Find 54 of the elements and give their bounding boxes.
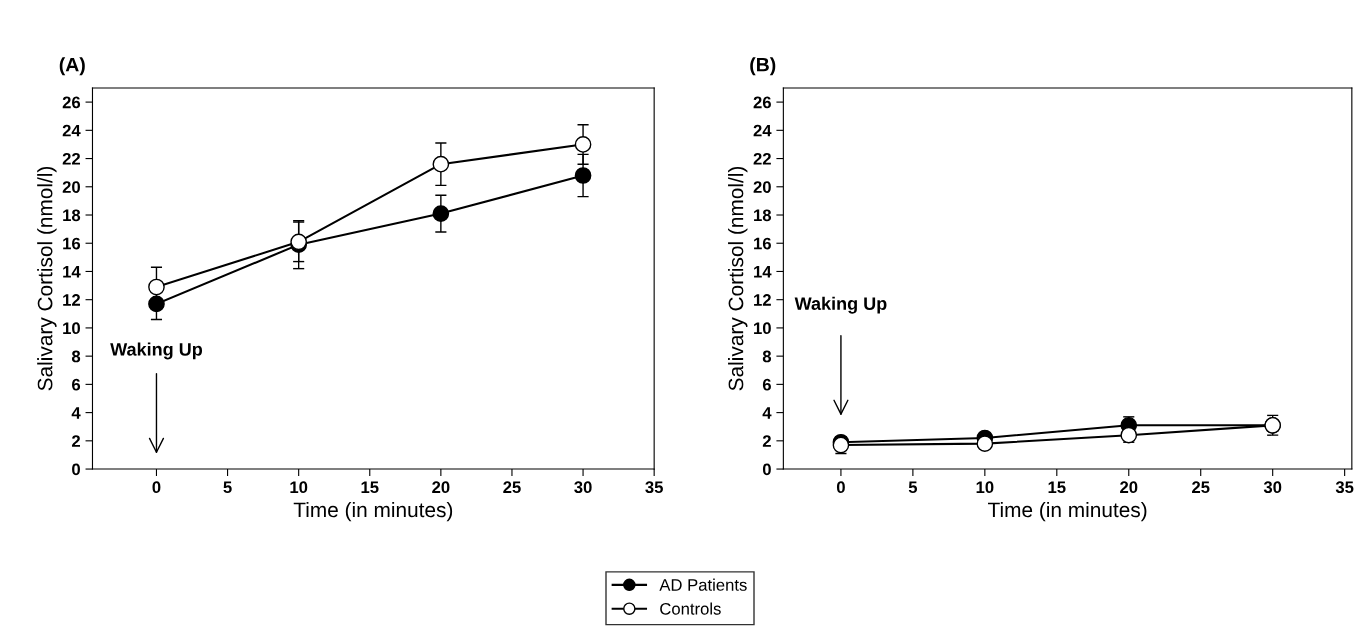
y-tick-label: 12 bbox=[754, 294, 771, 306]
y-tick-label: 10 bbox=[754, 322, 771, 335]
x-tick-label: 30 bbox=[574, 481, 592, 494]
y-tick-label: 16 bbox=[63, 237, 81, 250]
y-tick-label: 6 bbox=[72, 378, 81, 391]
annotation: Waking Up bbox=[110, 342, 203, 360]
y-tick-label: 4 bbox=[762, 407, 772, 419]
x-tick-label: 25 bbox=[1192, 481, 1210, 494]
y-tick-label: 14 bbox=[754, 266, 772, 278]
y-tick-label: 20 bbox=[753, 181, 771, 193]
y-tick-label: 20 bbox=[62, 181, 80, 193]
x-tick-label: 35 bbox=[645, 481, 663, 494]
x-tick-label: 15 bbox=[361, 481, 379, 494]
y-tick-label: 8 bbox=[71, 350, 81, 363]
x-tick-label: 5 bbox=[908, 481, 918, 494]
y-tick-label: 22 bbox=[62, 152, 81, 165]
y-axis-title: Salivary Cortisol (nmol/l) bbox=[37, 166, 57, 391]
chart-title: (B) bbox=[750, 57, 776, 76]
x-axis-title: Time (in minutes) bbox=[988, 501, 1147, 522]
y-tick-label: 26 bbox=[753, 96, 771, 109]
y-tick-label: 12 bbox=[63, 294, 81, 306]
y-tick-label: 14 bbox=[63, 266, 81, 278]
y-tick-label: 8 bbox=[762, 350, 772, 363]
x-tick-label: 10 bbox=[290, 481, 308, 494]
legend-label: AD Patients bbox=[659, 578, 747, 591]
y-tick-label: 16 bbox=[754, 237, 771, 250]
x-tick-label: 25 bbox=[503, 481, 521, 494]
y-tick-label: 24 bbox=[753, 124, 772, 137]
y-tick-label: 0 bbox=[762, 463, 771, 476]
y-tick-label: 4 bbox=[71, 407, 81, 419]
y-tick-label: 0 bbox=[72, 463, 80, 476]
y-tick-label: 10 bbox=[63, 322, 80, 335]
x-tick-label: 20 bbox=[432, 481, 450, 494]
x-tick-label: 10 bbox=[976, 481, 994, 494]
x-axis-title: Time (in minutes) bbox=[293, 501, 453, 522]
y-tick-label: 24 bbox=[62, 124, 81, 137]
x-tick-label: 20 bbox=[1120, 481, 1138, 494]
x-tick-label: 0 bbox=[152, 481, 161, 494]
y-tick-label: 22 bbox=[753, 152, 771, 165]
y-tick-label: 2 bbox=[762, 435, 771, 447]
y-axis-title: Salivary Cortisol (nmol/l) bbox=[728, 166, 748, 391]
x-tick-label: 0 bbox=[836, 481, 845, 494]
y-tick-label: 18 bbox=[63, 209, 81, 222]
x-tick-label: 30 bbox=[1263, 481, 1282, 494]
y-tick-label: 6 bbox=[762, 378, 771, 391]
y-tick-label: 26 bbox=[62, 96, 81, 109]
x-tick-label: 15 bbox=[1048, 481, 1066, 494]
legend-label: Controls bbox=[660, 602, 721, 615]
x-tick-label: 35 bbox=[1335, 481, 1354, 494]
x-tick-label: 5 bbox=[223, 481, 232, 494]
annotation: Waking Up bbox=[794, 296, 887, 314]
y-tick-label: 18 bbox=[754, 209, 772, 222]
y-tick-label: 2 bbox=[71, 435, 81, 447]
chart-title: (A) bbox=[59, 57, 85, 76]
